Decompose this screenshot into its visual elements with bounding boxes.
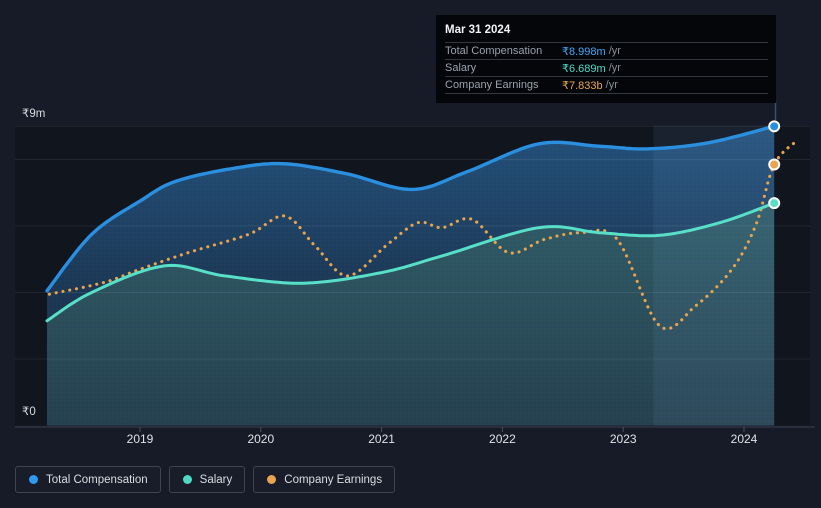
tooltip-date: Mar 31 2024 (445, 24, 511, 36)
chart-area-fills (46, 126, 775, 426)
series-line-layer (45, 124, 800, 331)
chart-tooltip: Mar 31 2024 Total Compensation ₹8.998m /… (436, 15, 776, 103)
legend-item-label: Company Earnings (284, 473, 383, 486)
company-earnings-dot-icon (267, 475, 277, 484)
legend-item-label: Total Compensation (46, 473, 148, 486)
tooltip-row-label: Total Compensation (445, 45, 543, 57)
company-earnings-dotted-line (47, 138, 800, 331)
legend-item-company-earnings[interactable]: Company Earnings (253, 466, 396, 493)
tooltip-row-value: ₹8.998m (562, 45, 606, 58)
tooltip-row-unit: /yr (608, 45, 621, 57)
highlight-band-layer (653, 125, 775, 426)
x-tick-label: 2019 (127, 432, 154, 446)
tooltip-row-salary: Salary ₹6.689m /yr (445, 59, 768, 76)
y-axis-max-label: ₹9m (22, 108, 45, 120)
legend-item-salary[interactable]: Salary (168, 466, 246, 493)
hover-marker-layer (768, 101, 781, 210)
salary-marker[interactable] (768, 197, 781, 210)
salary-dot-icon (182, 475, 192, 484)
total-compensation-dot-icon (29, 475, 38, 484)
tooltip-row-unit: /yr (605, 79, 618, 91)
legend-item-label: Salary (199, 473, 233, 486)
x-tick-label: 2021 (368, 432, 395, 446)
tooltip-row-label: Company Earnings (445, 79, 539, 91)
y-axis-zero-label: ₹0 (22, 406, 36, 418)
gridline-layer (15, 125, 810, 360)
hovered-year-band (653, 125, 775, 426)
company-earnings-marker[interactable] (768, 158, 781, 171)
tooltip-row-unit: /yr (608, 62, 621, 74)
x-tick-label: 2020 (247, 432, 274, 446)
tooltip-row-value: ₹6.689m (562, 62, 606, 75)
tooltip-row-company-earnings: Company Earnings ₹7.833b /yr (445, 76, 768, 93)
x-tick-label: 2024 (731, 432, 758, 446)
total-compensation-line (45, 124, 776, 293)
total-compensation-marker[interactable] (768, 120, 781, 133)
axis-layer: 2019 2020 2021 2022 2023 2024 ₹9m ₹0 (15, 108, 815, 446)
x-tick-label: 2023 (610, 432, 637, 446)
tooltip-row-total-compensation: Total Compensation ₹8.998m /yr (445, 42, 768, 59)
chart-legend: Total Compensation Salary Company Earnin… (15, 466, 396, 493)
tooltip-row-label: Salary (445, 62, 477, 74)
tooltip-row-value: ₹7.833b (562, 79, 603, 92)
legend-item-total-compensation[interactable]: Total Compensation (15, 466, 161, 493)
tooltip-body: Total Compensation ₹8.998m /yr Salary ₹6… (445, 42, 768, 94)
x-tick-label: 2022 (489, 432, 516, 446)
salary-line (45, 201, 776, 323)
